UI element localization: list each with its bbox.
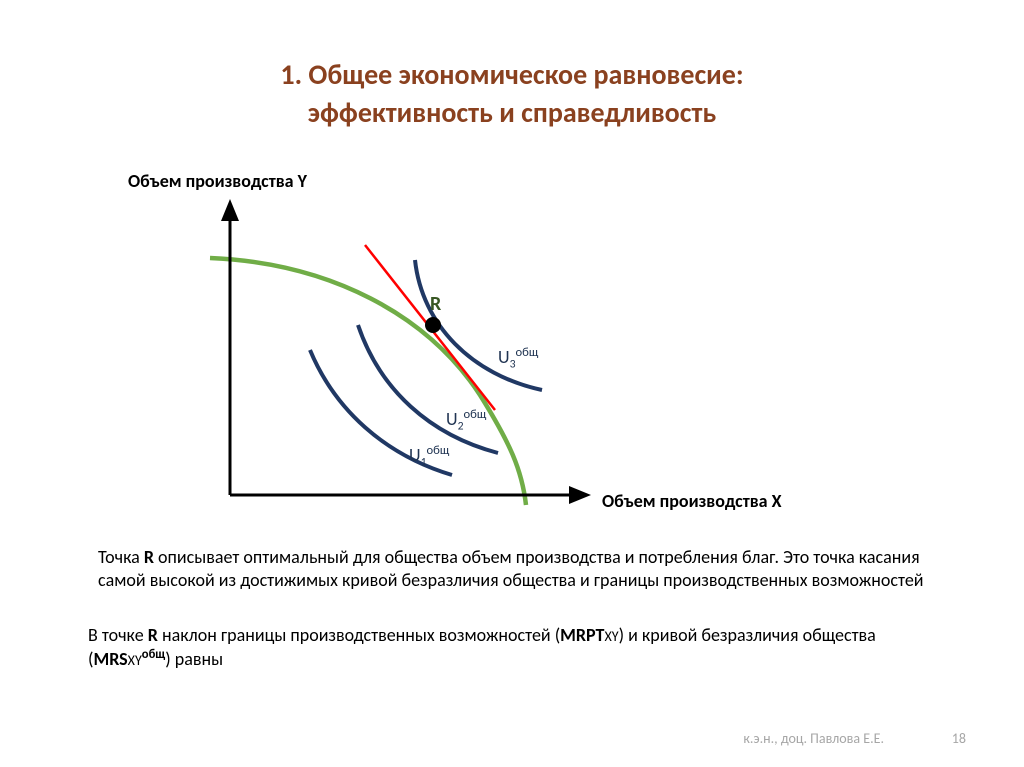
paragraph-2: В точке R наклон границы производственны… [88,624,948,670]
slide: 1. Общее экономическое равновесие: эффек… [0,0,1024,767]
chart [190,195,620,525]
ppf-curve [210,258,526,505]
u1-label: U1общ [409,443,449,470]
footer-page-number: 18 [952,730,966,747]
u3-label: U3общ [498,345,538,372]
u2-label: U2общ [446,407,486,434]
slide-title: 1. Общее экономическое равновесие: эффек… [0,56,1024,132]
point-r-marker [425,317,441,333]
x-axis-label: Объем производства X [602,490,782,512]
point-r-label: R [430,292,441,316]
chart-svg [190,195,620,525]
y-axis-label: Объем производства Y [128,170,307,192]
title-line2: эффективность и справедливость [308,95,716,130]
y-axis-arrow-icon [221,199,239,221]
paragraph-1: Точка R описывает оптимальный для общест… [98,546,938,591]
title-line1: 1. Общее экономическое равновесие: [280,57,743,92]
footer-author: к.э.н., доц. Павлова Е.Е. [743,730,884,747]
x-axis-arrow-icon [569,486,591,504]
